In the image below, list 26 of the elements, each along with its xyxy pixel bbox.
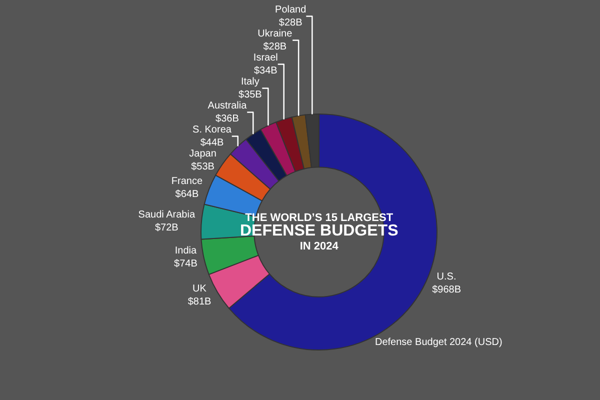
slice-label: Israel — [253, 52, 278, 64]
data-label: $53B — [191, 161, 215, 172]
text: Defense Budget 2024 (USD) — [375, 337, 502, 348]
data-label: $34B — [254, 65, 278, 76]
data-label: $72B — [154, 222, 179, 234]
data-label: $968B — [432, 284, 462, 296]
text: THE WORLD’S 15 LARGEST DEFENSE BUDGETS IN 2024 — [240, 212, 399, 253]
data-label: $74B — [174, 258, 198, 270]
slice-label: U.S. — [436, 272, 456, 283]
slice-label: Japan — [189, 148, 216, 160]
data-label: $81B — [188, 296, 212, 308]
slice-label: Saudi Arabia — [138, 210, 196, 221]
data-label: $44B — [200, 137, 224, 148]
data-label: $28B — [278, 17, 303, 28]
slice-label: S. Korea — [192, 124, 232, 136]
slice-label: Ukraine — [258, 28, 293, 40]
data-label: $35B — [238, 89, 262, 100]
slice-label: UK — [192, 283, 207, 294]
data-label: $28B — [263, 41, 287, 52]
data-label: $36B — [216, 113, 240, 124]
slice-label: Australia — [208, 100, 248, 112]
slice-label: Poland — [275, 4, 306, 16]
data-label: $64B — [175, 188, 199, 200]
slice-label: Italy — [241, 76, 260, 88]
slice-label: India — [174, 246, 197, 257]
slice-label: France — [171, 176, 203, 187]
